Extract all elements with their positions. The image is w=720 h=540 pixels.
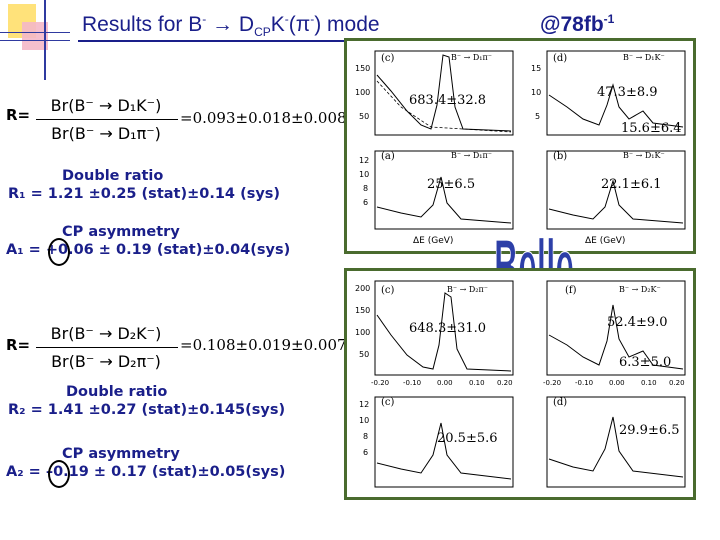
- histogram-plot: 15 10 5 (d) B⁻ → D₁K⁻ 47.3±8.9 15.6±6.4: [523, 45, 689, 141]
- x-tick-label: -0.10: [575, 379, 593, 387]
- signal-yield: 52.4±9.0: [607, 315, 668, 330]
- panel-tag: (f): [565, 285, 577, 296]
- y-tick-label: 15: [531, 64, 541, 73]
- cp-asymmetry-title: CP asymmetry: [62, 446, 180, 462]
- ratio-label: R=: [6, 106, 31, 124]
- panel-tag: (d): [553, 397, 568, 408]
- channel-label: B⁻ → D₁K⁻: [623, 53, 665, 62]
- y-tick-label: 5: [535, 112, 540, 121]
- y-tick-label: 6: [363, 448, 368, 457]
- double-ratio-value: R₂ = 1.41 ±0.27 (stat)±0.145(sys): [8, 402, 286, 418]
- x-tick-label: 0.10: [469, 379, 485, 387]
- fraction-line: [36, 119, 178, 120]
- histogram-plot: ΔE (GeV) (b) B⁻ → D₁K⁻ 22.1±6.1: [523, 147, 689, 247]
- sign-highlight-circle: [48, 460, 70, 488]
- sign-highlight-circle: [48, 238, 70, 266]
- histogram-svg: 12 10 8 6 ΔE (GeV): [359, 150, 514, 246]
- histogram-svg: 12 10 8 6: [359, 396, 514, 488]
- signal-yield: 22.1±6.1: [601, 177, 662, 192]
- y-tick-label: 200: [355, 284, 370, 293]
- ratio-result: =0.108±0.019±0.007: [180, 336, 347, 354]
- double-ratio-title: Double ratio: [66, 384, 168, 400]
- histogram-plot: 200 150 100 50 -0.20 -0.10 0.00 0.10 0.2…: [351, 275, 517, 387]
- y-tick-label: 150: [355, 306, 370, 315]
- corner-decoration-line: [0, 32, 70, 33]
- y-tick-label: 12: [359, 400, 369, 409]
- panel-tag: (c): [381, 285, 395, 296]
- histogram-svg: 200 150 100 50 -0.20 -0.10 0.00 0.10 0.2…: [355, 280, 514, 387]
- y-tick-label: 100: [355, 328, 370, 337]
- ratio-denominator: Br(B⁻ → D₂π⁻): [51, 352, 161, 371]
- background-yield: 6.3±5.0: [619, 355, 672, 370]
- double-ratio-title: Double ratio: [62, 168, 164, 184]
- histogram-plot: 12 10 8 6 ΔE (GeV) (a) B⁻ → D₁π⁻ 25±6.5: [351, 147, 517, 247]
- panel-tag: (b): [553, 151, 568, 162]
- ratio-numerator: Br(B⁻ → D₁K⁻): [50, 96, 162, 115]
- cp-asymmetry-value: A₂ = –0.19 ± 0.17 (stat)±0.05(sys): [6, 464, 286, 480]
- x-tick-label: -0.10: [403, 379, 421, 387]
- x-tick-label: 0.00: [437, 379, 453, 387]
- y-tick-label: 50: [359, 350, 369, 359]
- histogram-svg: 15 10 5: [531, 50, 686, 136]
- histogram-svg: [546, 396, 686, 488]
- y-tick-label: 50: [359, 112, 369, 121]
- x-tick-label: 0.20: [669, 379, 685, 387]
- signal-yield: 47.3±8.9: [597, 85, 658, 100]
- ratio-label: R=: [6, 336, 31, 354]
- panel-tag: (c): [381, 53, 395, 64]
- channel-label: B⁻ → D₁K⁻: [623, 151, 665, 160]
- plot-panel-top: 150 100 50 (c) B⁻ → D₁π⁻ 683.4±32.8 15 1…: [344, 38, 696, 254]
- ratio-result: =0.093±0.018±0.008: [180, 109, 347, 127]
- x-tick-label: 0.20: [497, 379, 513, 387]
- x-tick-label: 0.00: [609, 379, 625, 387]
- channel-label: B⁻ → D₁π⁻: [451, 151, 492, 160]
- cp-asymmetry-value: A₁ = +0.06 ± 0.19 (stat)±0.04(sys): [6, 242, 291, 258]
- slide-title: Results for B- → DCPK-(π-) mode: [82, 12, 380, 40]
- panel-tag: (d): [553, 53, 568, 64]
- y-tick-label: 10: [531, 88, 541, 97]
- ratio-numerator: Br(B⁻ → D₂K⁻): [50, 324, 162, 343]
- ratio-denominator: Br(B⁻ → D₁π⁻): [51, 124, 161, 143]
- signal-yield: 25±6.5: [427, 177, 476, 192]
- signal-yield: 29.9±6.5: [619, 423, 680, 438]
- double-ratio-value: R₁ = 1.21 ±0.25 (stat)±0.14 (sys): [8, 186, 281, 202]
- y-tick-label: 10: [359, 416, 369, 425]
- x-tick-label: -0.20: [543, 379, 561, 387]
- corner-decoration-pink: [22, 22, 48, 50]
- histogram-svg: -0.20 -0.10 0.00 0.10 0.20: [543, 280, 686, 387]
- y-tick-label: 150: [355, 64, 370, 73]
- panel-tag: (a): [381, 151, 395, 162]
- cp-asymmetry-title: CP asymmetry: [62, 224, 180, 240]
- signal-yield: 648.3±31.0: [409, 321, 487, 336]
- histogram-plot: 150 100 50 (c) B⁻ → D₁π⁻ 683.4±32.8: [351, 45, 517, 141]
- y-tick-label: 100: [355, 88, 370, 97]
- y-tick-label: 8: [363, 432, 368, 441]
- histogram-svg: 150 100 50: [355, 50, 514, 136]
- panel-tag: (c): [381, 397, 395, 408]
- x-tick-label: 0.10: [641, 379, 657, 387]
- signal-yield: 683.4±32.8: [409, 93, 487, 108]
- histogram-plot: 12 10 8 6 (c) 20.5±5.6: [351, 393, 517, 493]
- histogram-plot: -0.20 -0.10 0.00 0.10 0.20 (f) B⁻ → D₂K⁻…: [523, 275, 689, 387]
- luminosity-label: @78fb-1: [540, 12, 615, 36]
- y-tick-label: 6: [363, 198, 368, 207]
- background-yield: 15.6±6.4: [621, 121, 682, 136]
- histogram-plot: (d) 29.9±6.5: [523, 393, 689, 493]
- x-tick-label: -0.20: [371, 379, 389, 387]
- corner-decoration-line: [0, 40, 70, 41]
- channel-label: B⁻ → D₂π⁻: [447, 285, 488, 294]
- histogram-svg: ΔE (GeV): [546, 150, 686, 246]
- y-tick-label: 10: [359, 170, 369, 179]
- plot-panel-bottom: 200 150 100 50 -0.20 -0.10 0.00 0.10 0.2…: [344, 268, 696, 500]
- fraction-line: [36, 347, 178, 348]
- x-axis-label: ΔE (GeV): [413, 236, 453, 246]
- signal-yield: 20.5±5.6: [437, 431, 498, 446]
- y-tick-label: 8: [363, 184, 368, 193]
- channel-label: B⁻ → D₂K⁻: [619, 285, 661, 294]
- y-tick-label: 12: [359, 156, 369, 165]
- x-axis-label: ΔE (GeV): [585, 236, 625, 246]
- channel-label: B⁻ → D₁π⁻: [451, 53, 492, 62]
